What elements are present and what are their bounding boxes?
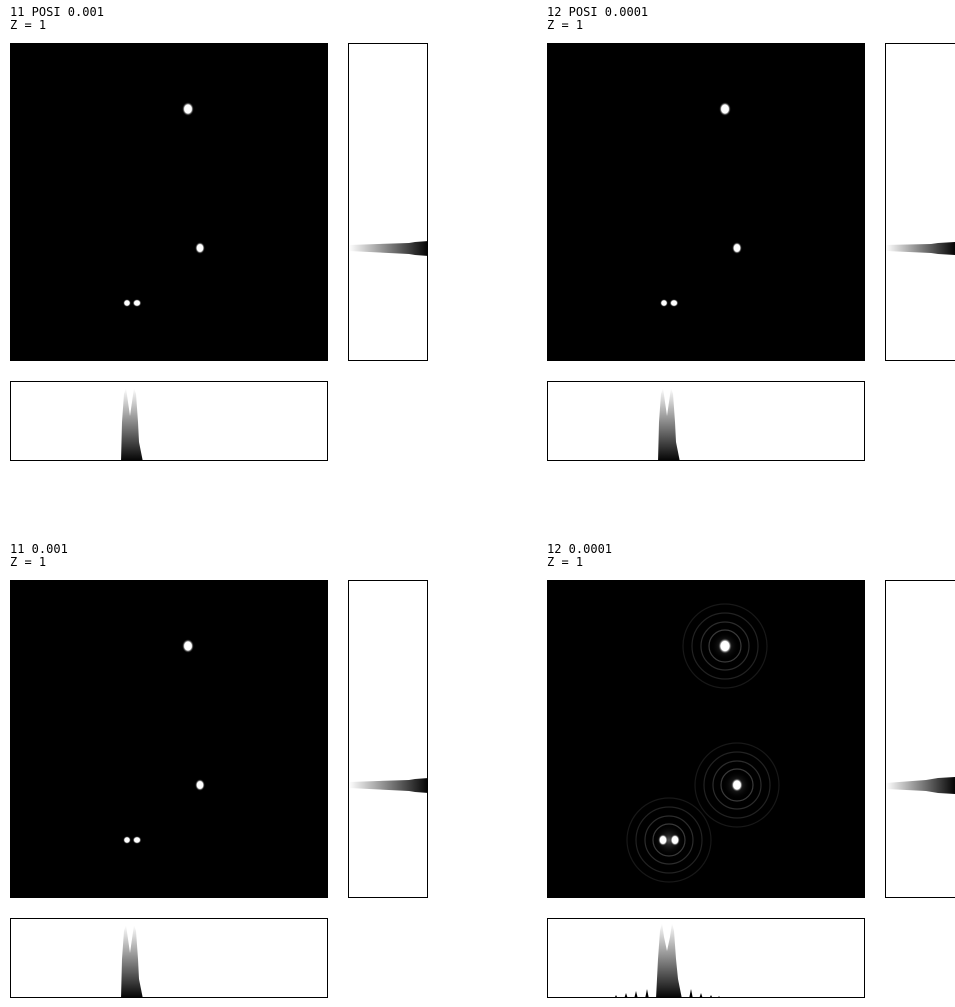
spot <box>132 299 142 307</box>
spot <box>718 638 732 654</box>
profile-peak <box>349 778 427 793</box>
spot <box>182 102 194 116</box>
spot <box>660 299 668 307</box>
spot <box>658 834 668 846</box>
spot <box>731 778 743 792</box>
horizontal-profile <box>547 381 865 461</box>
spot <box>182 639 194 653</box>
spot <box>719 102 731 116</box>
panel-subtitle: Z = 1 <box>10 555 47 569</box>
panel-title: 11 0.001 <box>10 542 68 556</box>
vertical-profile <box>348 43 428 361</box>
panel-title: 12 0.0001 <box>547 542 613 556</box>
panel-11: 11 0.001 Z = 1 <box>0 537 440 1007</box>
horizontal-profile <box>547 918 865 998</box>
profile-peak <box>886 242 955 255</box>
image-view <box>547 43 865 361</box>
spot <box>670 834 680 846</box>
profile-peak <box>349 241 427 256</box>
diffraction-rings <box>626 603 780 883</box>
panel-title: 11 POSI 0.001 <box>10 5 104 19</box>
panel-subtitle: Z = 1 <box>10 18 47 32</box>
side-lobes <box>615 989 720 997</box>
spot <box>123 299 131 307</box>
profile-peak <box>656 923 682 997</box>
horizontal-profile <box>10 918 328 998</box>
image-view <box>10 580 328 898</box>
image-view <box>10 43 328 361</box>
spot <box>195 779 205 791</box>
panel-11-posi: 11 POSI 0.001 Z = 1 <box>0 0 440 470</box>
vertical-profile <box>885 580 955 898</box>
spot <box>123 836 131 844</box>
panel-subtitle: Z = 1 <box>547 555 584 569</box>
vertical-profile <box>885 43 955 361</box>
panel-12: 12 0.0001 Z = 1 <box>537 537 955 1007</box>
spot <box>195 242 205 254</box>
horizontal-profile <box>10 381 328 461</box>
profile-peak <box>658 388 680 460</box>
panel-title: 12 POSI 0.0001 <box>547 5 649 19</box>
profile-peak <box>121 925 143 997</box>
vertical-profile <box>348 580 428 898</box>
profile-peak <box>886 777 955 794</box>
spot <box>732 242 742 254</box>
spot <box>132 836 142 844</box>
spot <box>669 299 679 307</box>
image-view <box>547 580 865 898</box>
panel-12-posi: 12 POSI 0.0001 Z = 1 <box>537 0 955 470</box>
panel-subtitle: Z = 1 <box>547 18 584 32</box>
profile-peak <box>121 388 143 460</box>
